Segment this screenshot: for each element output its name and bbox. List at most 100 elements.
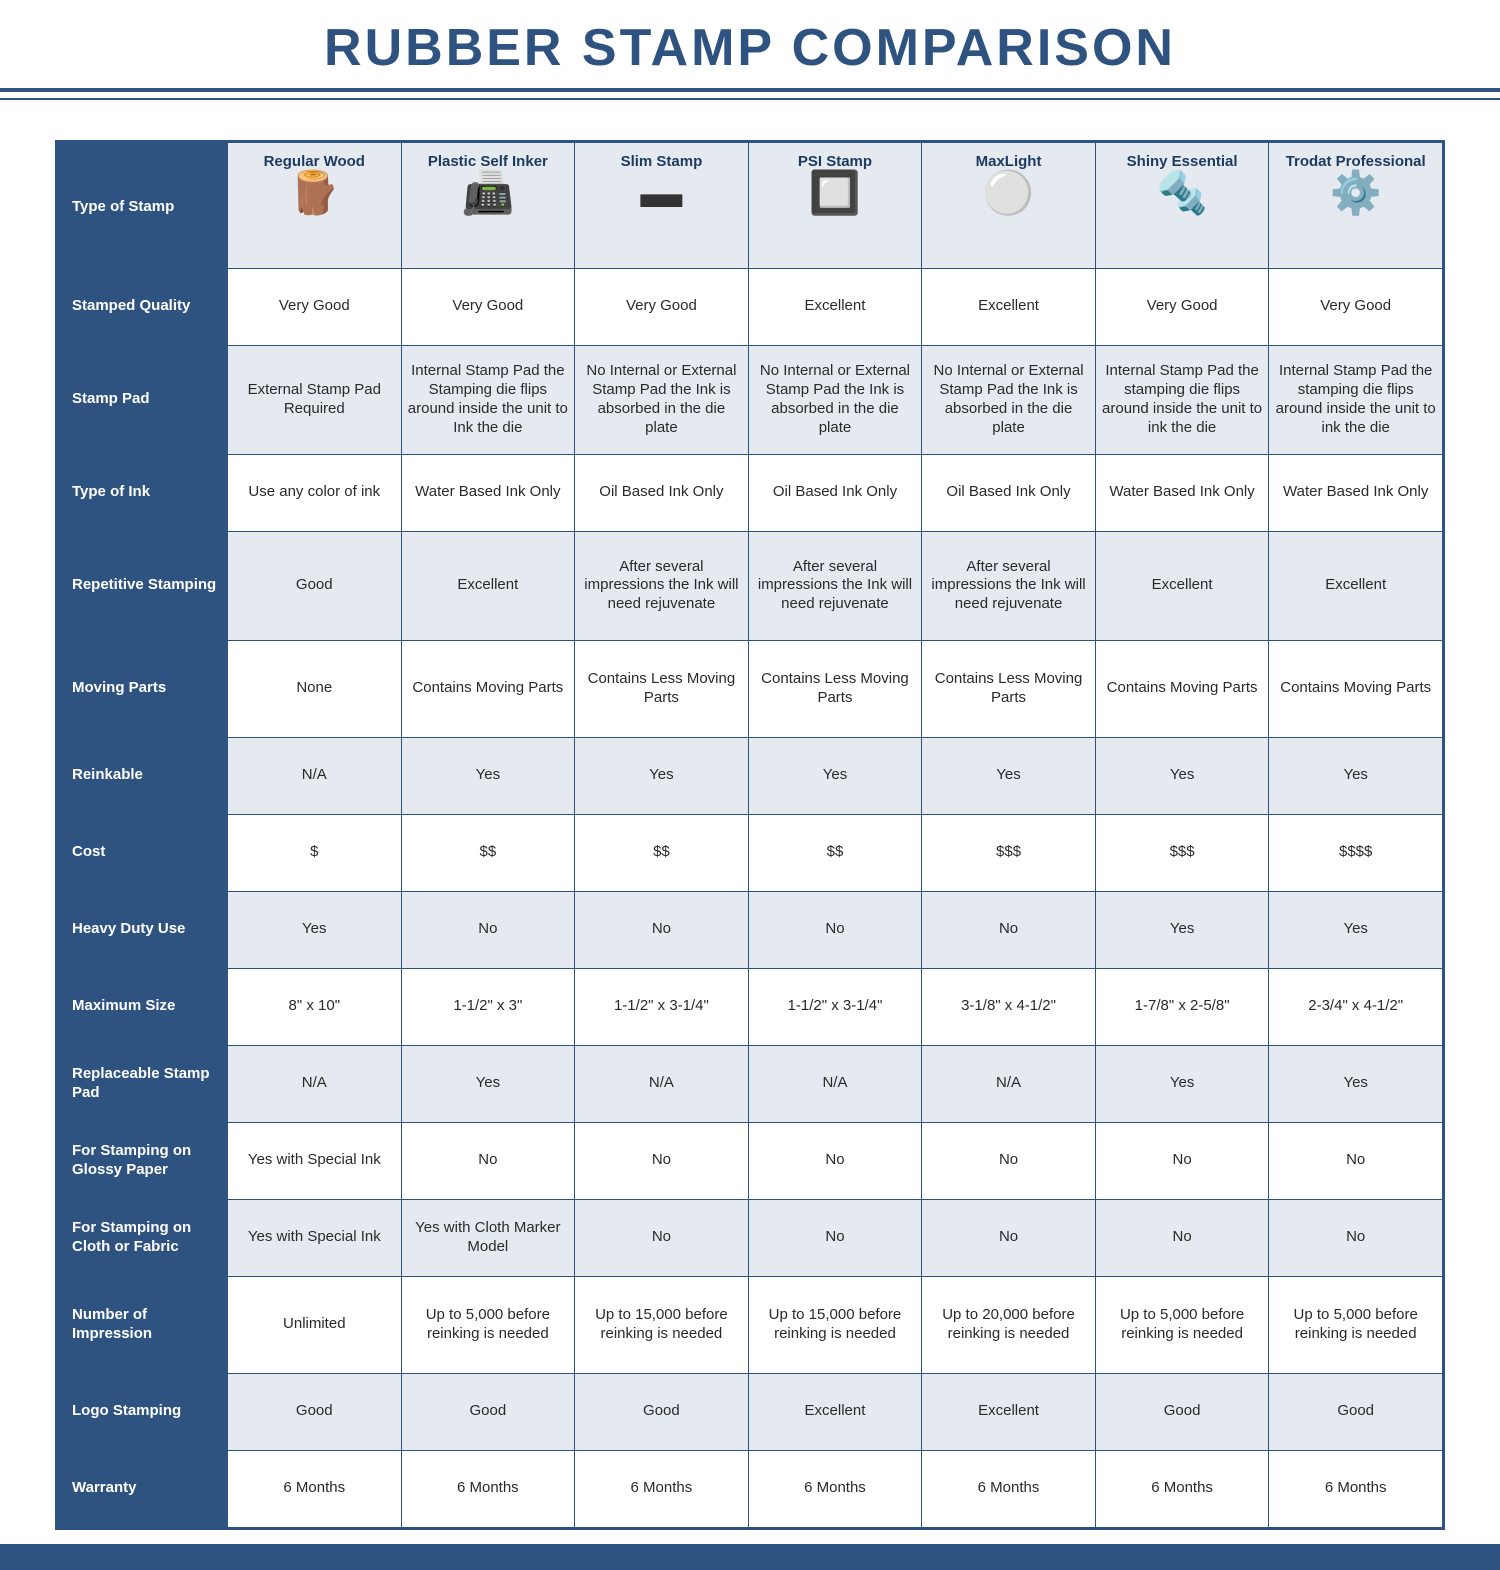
comparison-table-wrap: Type of Stamp Regular Wood 🪵 Plastic Sel…: [55, 140, 1445, 1530]
title-bar: RUBBER STAMP COMPARISON: [0, 0, 1500, 100]
cell: 2-3/4" x 4-1/2": [1269, 968, 1443, 1045]
table-row: Repetitive StampingGoodExcellent After se…: [58, 531, 1443, 640]
cell: Water Based Ink Only: [1095, 454, 1269, 531]
row-header: Moving Parts: [58, 640, 228, 737]
col-header: Trodat Professional ⚙️: [1269, 143, 1443, 269]
cell: No: [1269, 1122, 1443, 1199]
table-row: Logo StampingGoodGoodGoodExcellentExcell…: [58, 1373, 1443, 1450]
cell: 1-7/8" x 2-5/8": [1095, 968, 1269, 1045]
cell: Excellent: [922, 268, 1096, 345]
cell: Up to 15,000 before reinking is needed: [575, 1276, 749, 1373]
cell: Up to 5,000 before reinking is needed: [1095, 1276, 1269, 1373]
table-row: For Stamping on Glossy PaperYes with Spe…: [58, 1122, 1443, 1199]
cell: Contains Moving Parts: [1269, 640, 1443, 737]
col-header: PSI Stamp 🔲: [748, 143, 922, 269]
cell: 8" x 10": [228, 968, 402, 1045]
header-row: Type of Stamp Regular Wood 🪵 Plastic Sel…: [58, 143, 1443, 269]
cell: No: [575, 891, 749, 968]
cell: 6 Months: [1269, 1450, 1443, 1527]
cell: Up to 5,000 before reinking is needed: [1269, 1276, 1443, 1373]
cell: After several impressions the Ink will n…: [748, 531, 922, 640]
cell: No: [748, 1199, 922, 1276]
cell: External Stamp Pad Required: [228, 345, 402, 454]
cell: Yes with Special Ink: [228, 1199, 402, 1276]
col-header: Plastic Self Inker 📠: [401, 143, 575, 269]
cell: 3-1/8" x 4-1/2": [922, 968, 1096, 1045]
stamp-icon: ⚙️: [1330, 169, 1382, 216]
cell: No: [1095, 1122, 1269, 1199]
cell: No: [922, 891, 1096, 968]
page-root: RUBBER STAMP COMPARISON Type of Stamp Re…: [0, 0, 1500, 1570]
table-row: Number of ImpressionUnlimitedUp to 5,000…: [58, 1276, 1443, 1373]
cell: $$$: [1095, 814, 1269, 891]
cell: Yes: [401, 1045, 575, 1122]
cell: Up to 20,000 before reinking is needed: [922, 1276, 1096, 1373]
cell: After several impressions the Ink will n…: [922, 531, 1096, 640]
row-header: Maximum Size: [58, 968, 228, 1045]
cell: Yes with Special Ink: [228, 1122, 402, 1199]
cell: 6 Months: [228, 1450, 402, 1527]
col-header: Shiny Essential 🔩: [1095, 143, 1269, 269]
cell: Yes: [228, 891, 402, 968]
cell: Oil Based Ink Only: [575, 454, 749, 531]
cell: Oil Based Ink Only: [922, 454, 1096, 531]
cell: Contains Less Moving Parts: [922, 640, 1096, 737]
table-row: Heavy Duty UseYesNoNoNoNoYesYes: [58, 891, 1443, 968]
table-row: ReinkableN/AYesYesYesYesYesYes: [58, 737, 1443, 814]
cell: No: [1269, 1199, 1443, 1276]
comparison-table: Type of Stamp Regular Wood 🪵 Plastic Sel…: [57, 142, 1443, 1528]
col-header: Slim Stamp ▬: [575, 143, 749, 269]
cell: Water Based Ink Only: [1269, 454, 1443, 531]
row-header: Heavy Duty Use: [58, 891, 228, 968]
cell: Excellent: [401, 531, 575, 640]
cell: Yes: [1095, 737, 1269, 814]
cell: Unlimited: [228, 1276, 402, 1373]
cell: $$: [748, 814, 922, 891]
cell: No: [1095, 1199, 1269, 1276]
stamp-icon: 📠: [462, 169, 514, 216]
table-row: For Stamping on Cloth or FabricYes with …: [58, 1199, 1443, 1276]
cell: Excellent: [922, 1373, 1096, 1450]
cell: $$: [575, 814, 749, 891]
cell: N/A: [575, 1045, 749, 1122]
row-header: Stamp Pad: [58, 345, 228, 454]
cell: Yes: [922, 737, 1096, 814]
cell: Yes: [1269, 891, 1443, 968]
table-row: Stamp PadExternal Stamp Pad Required Inte…: [58, 345, 1443, 454]
cell: 6 Months: [575, 1450, 749, 1527]
cell: $$$$: [1269, 814, 1443, 891]
cell: N/A: [228, 1045, 402, 1122]
cell: Good: [1095, 1373, 1269, 1450]
title-rule: [0, 88, 1500, 100]
row-header: Repetitive Stamping: [58, 531, 228, 640]
cell: Contains Less Moving Parts: [575, 640, 749, 737]
cell: 1-1/2" x 3-1/4": [575, 968, 749, 1045]
cell: $: [228, 814, 402, 891]
cell: No Internal or External Stamp Pad the In…: [575, 345, 749, 454]
cell: No: [401, 1122, 575, 1199]
cell: Very Good: [1269, 268, 1443, 345]
cell: Yes: [1095, 891, 1269, 968]
cell: Good: [401, 1373, 575, 1450]
cell: Oil Based Ink Only: [748, 454, 922, 531]
table-row: Maximum Size8" x 10"1-1/2" x 3"1-1/2" x …: [58, 968, 1443, 1045]
stamp-icon: 🔩: [1156, 169, 1208, 216]
row-header: Warranty: [58, 1450, 228, 1527]
cell: Good: [575, 1373, 749, 1450]
cell: 1-1/2" x 3-1/4": [748, 968, 922, 1045]
cell: Internal Stamp Pad the stamping die flip…: [1095, 345, 1269, 454]
col-header: MaxLight ⚪: [922, 143, 1096, 269]
cell: Yes: [1269, 1045, 1443, 1122]
cell: Excellent: [748, 1373, 922, 1450]
row-header: Cost: [58, 814, 228, 891]
cell: Internal Stamp Pad the stamping die flip…: [1269, 345, 1443, 454]
cell: No: [575, 1122, 749, 1199]
row-header: Type of Ink: [58, 454, 228, 531]
row-header: Logo Stamping: [58, 1373, 228, 1450]
stamp-icon: ⚪: [982, 169, 1034, 216]
cell: Good: [228, 531, 402, 640]
cell: Water Based Ink Only: [401, 454, 575, 531]
cell: Very Good: [228, 268, 402, 345]
col-header: Regular Wood 🪵: [228, 143, 402, 269]
cell: No: [922, 1199, 1096, 1276]
